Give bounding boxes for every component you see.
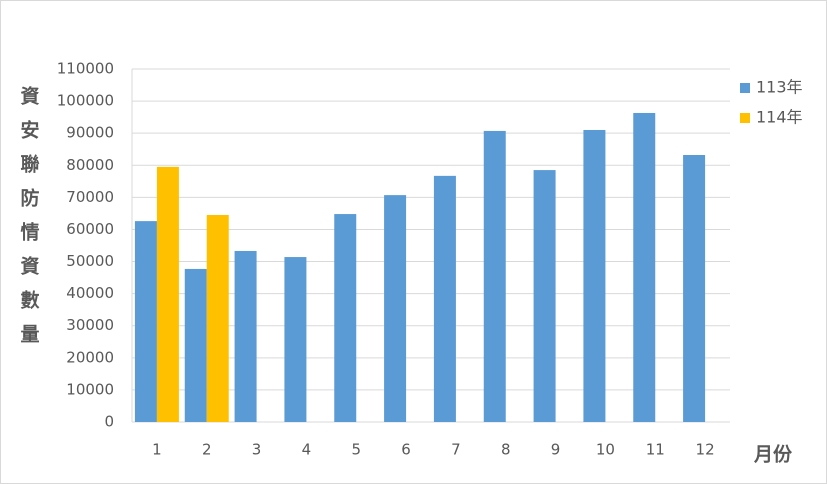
legend-label: 114年 xyxy=(756,108,803,127)
y-tick-label: 20000 xyxy=(66,348,114,366)
y-tick-label: 30000 xyxy=(66,316,114,334)
x-axis-title: 月份 xyxy=(753,443,793,466)
x-tick-label: 12 xyxy=(696,441,715,459)
bar xyxy=(384,195,407,422)
bar xyxy=(134,221,157,422)
x-tick-label: 1 xyxy=(152,441,162,459)
y-tick-label: 100000 xyxy=(57,92,114,110)
bar xyxy=(206,215,229,422)
x-tick-label: 7 xyxy=(451,441,461,459)
bar xyxy=(583,129,606,423)
x-tick-label: 2 xyxy=(202,441,212,459)
y-axis-title: 資安聯防情資數量 xyxy=(18,85,40,358)
y-tick-label: 110000 xyxy=(57,60,114,78)
y-tick-label: 80000 xyxy=(66,156,114,174)
bar xyxy=(184,268,207,422)
x-tick-label: 8 xyxy=(501,441,511,459)
legend-label: 113年 xyxy=(756,78,803,97)
bar xyxy=(234,250,257,422)
y-tick-label: 70000 xyxy=(66,188,114,206)
y-tick-label: 50000 xyxy=(66,252,114,270)
x-tick-label: 5 xyxy=(351,441,361,459)
bar xyxy=(433,175,456,422)
bar xyxy=(483,130,506,422)
y-tick-label: 40000 xyxy=(66,284,114,302)
bar xyxy=(284,257,307,422)
x-tick-label: 10 xyxy=(596,441,615,459)
bar xyxy=(156,166,179,422)
bar xyxy=(683,155,706,422)
y-tick-label: 10000 xyxy=(66,380,114,398)
y-tick-label: 60000 xyxy=(66,220,114,238)
x-tick-label: 4 xyxy=(302,441,312,459)
bar xyxy=(334,214,357,422)
y-tick-label: 90000 xyxy=(66,124,114,142)
x-tick-label: 9 xyxy=(551,441,561,459)
legend-marker xyxy=(740,113,750,123)
x-tick-label: 3 xyxy=(252,441,262,459)
x-tick-label: 6 xyxy=(401,441,411,459)
bar xyxy=(633,112,656,423)
y-tick-label: 0 xyxy=(104,413,114,431)
x-tick-label: 11 xyxy=(646,441,665,459)
legend-marker xyxy=(740,83,750,93)
bar xyxy=(533,170,556,422)
